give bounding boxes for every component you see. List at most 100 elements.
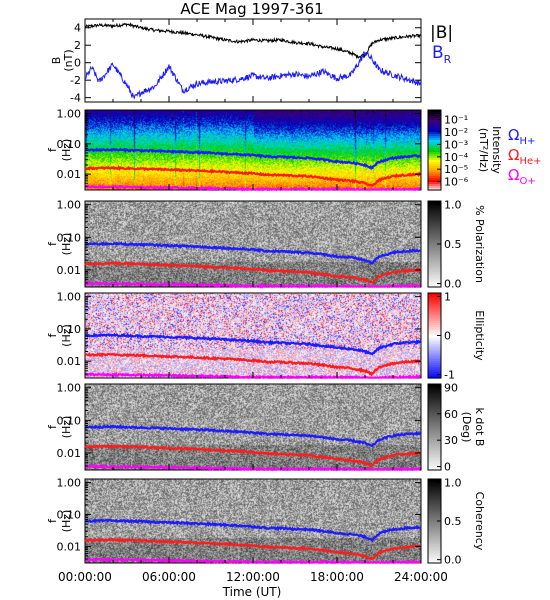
colorbar-segment [428, 560, 441, 564]
colorbar-tick-label: 0.5 [444, 515, 462, 528]
colorbar-segment [428, 506, 441, 509]
colorbar-segment [428, 144, 441, 147]
colorbar-k-dot-b-spectrogram: 90 60 30 0 k dot B(Deg) [427, 381, 486, 474]
colorbar-segment [428, 365, 441, 368]
colorbar-segment [428, 172, 441, 175]
colorbar-segment [428, 237, 441, 241]
colorbar-segment [428, 244, 441, 247]
colorbar-segment [428, 248, 441, 252]
colorbar-tick-label: 0.0 [444, 278, 462, 291]
colorbar-segment [428, 252, 441, 256]
colorbar-segment [428, 401, 441, 404]
colorbar-segment [428, 390, 441, 394]
colorbar-segment [428, 481, 441, 484]
colorbar-segment [428, 327, 441, 330]
colorbar-segment [428, 201, 441, 204]
colorbar-tick-label: 0 [444, 461, 451, 474]
colorbar-segment [428, 222, 441, 226]
colorbar-segment [428, 493, 441, 497]
colorbar-segment [428, 282, 441, 286]
colorbar-segment [428, 322, 441, 326]
colorbar-segment [428, 465, 441, 469]
colorbar-segment [428, 504, 441, 507]
colorbar-segment [428, 375, 441, 379]
colorbar-segment [428, 271, 441, 275]
colorbar-segment [428, 422, 441, 426]
colorbar-segment [428, 487, 441, 491]
b-r-legend-sub: R [444, 53, 452, 66]
colorbar-segment [428, 411, 441, 415]
time-tick-label: 06:00:00 [142, 570, 196, 584]
colorbar-tick-label: 10⁻⁶ [444, 176, 469, 189]
freq-tick-label: 1.00 [57, 477, 82, 490]
colorbar-segment [428, 348, 441, 351]
colorbar-segment [428, 278, 441, 282]
colorbar-segment [428, 180, 441, 183]
colorbar-segment [428, 250, 441, 254]
colorbar-segment [428, 331, 441, 334]
colorbar-segment [428, 320, 441, 324]
colorbar-segment [428, 126, 441, 129]
spectrogram-panel-polarization-spectrogram: 1.00 0.10 0.01 f (Hz) [46, 199, 422, 289]
mag-panel-frame [84, 18, 422, 103]
colorbar-segment [428, 529, 441, 533]
colorbar-segment [428, 554, 441, 558]
colorbar-segment [428, 329, 441, 332]
colorbar-segment [428, 394, 441, 398]
colorbar-segment [428, 431, 441, 435]
colorbar-segment [428, 213, 441, 217]
omega-he-line [84, 352, 422, 377]
colorbar-segment [428, 346, 441, 349]
freq-tick-label: 0.01 [57, 168, 82, 181]
colorbar-segment [428, 548, 441, 551]
colorbar-segment [428, 335, 441, 339]
spectrogram-panel-k-dot-b-spectrogram: 1.00 0.10 0.01 f (Hz) [46, 382, 422, 472]
time-tick-label: 18:00:00 [310, 570, 364, 584]
colorbar-segment [428, 312, 441, 315]
colorbar-tick-label: 1.0 [444, 476, 462, 489]
colorbar-segment [428, 420, 441, 424]
colorbar-segment [428, 442, 441, 445]
colorbar-segment [428, 324, 441, 328]
colorbar-segment [428, 352, 441, 356]
colorbar-segment [428, 158, 441, 161]
mag-ytick-label: -2 [70, 74, 81, 87]
omega-he-symbol: Ω [508, 146, 519, 164]
colorbar-segment [428, 156, 441, 159]
colorbar-segment [428, 235, 441, 239]
colorbar-label: k dot B [473, 408, 486, 447]
colorbar-segment [428, 409, 441, 413]
freq-unit: (Hz) [60, 139, 73, 162]
colorbar-segment [428, 186, 441, 189]
omega-he-line [84, 443, 422, 468]
colorbar-segment [428, 146, 441, 149]
freq-tick-label: 0.10 [57, 231, 82, 244]
colorbar-tick-label: 10⁻⁵ [444, 163, 468, 176]
colorbar-segment [428, 546, 441, 549]
time-axis-label: Time (UT) [222, 585, 282, 599]
colorbar-segment [428, 552, 441, 556]
colorbar-segment [428, 497, 441, 501]
freq-unit: (Hz) [60, 510, 73, 533]
omega-o-legend: ΩO+ [508, 166, 536, 187]
colorbar-segment [428, 414, 441, 417]
colorbar-segment [428, 297, 441, 300]
colorbar-segment [428, 168, 441, 171]
colorbar-segment [428, 184, 441, 187]
colorbar-segment [428, 457, 441, 460]
colorbar-tick-label: 60 [444, 408, 458, 421]
colorbar-unit: (nT²/Hz) [477, 128, 490, 172]
colorbar-segment [428, 176, 441, 179]
colorbar-segment [428, 373, 441, 377]
colorbar-segment [428, 354, 441, 358]
colorbars: 10⁻¹10⁻²10⁻³10⁻⁴10⁻⁵10⁻⁶ Intensity(nT²/Hz… [427, 109, 503, 567]
colorbar-segment [428, 318, 441, 322]
colorbar-segment [428, 403, 441, 407]
colorbar-segment [428, 483, 441, 486]
colorbar-segment [428, 136, 441, 139]
colorbar-segment [428, 239, 441, 243]
omega-he-sub: He+ [519, 156, 541, 167]
freq-tick-label: 0.10 [57, 138, 82, 151]
colorbar-segment [428, 435, 441, 439]
colorbar-segment [428, 220, 441, 224]
